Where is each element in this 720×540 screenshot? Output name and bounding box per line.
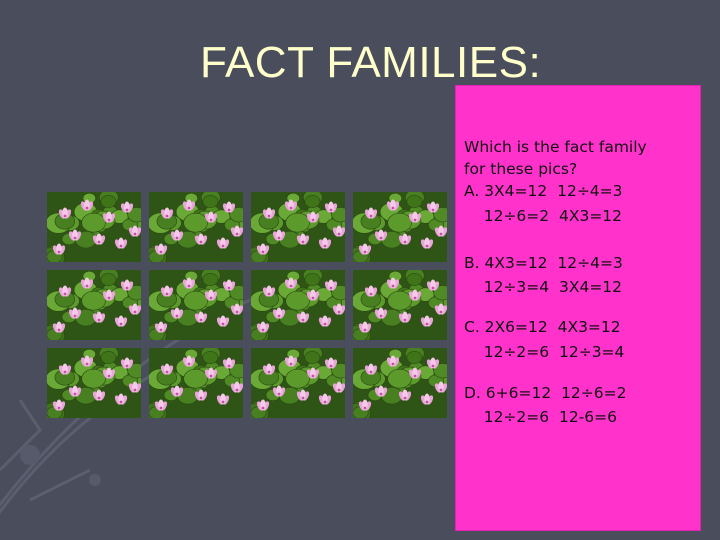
option-c-line-1: C. 2X6=12 4X3=12 — [464, 318, 621, 336]
option-d-line-1: D. 6+6=12 12÷6=2 — [464, 384, 627, 402]
option-c-line-2: 12÷2=6 12÷3=4 — [464, 343, 625, 361]
water-lily-picture — [149, 348, 243, 418]
option-a-line-1: A. 3X4=12 12÷4=3 — [464, 182, 623, 200]
water-lily-picture — [251, 192, 345, 262]
water-lily-picture — [353, 348, 447, 418]
water-lily-picture — [353, 270, 447, 340]
water-lily-picture — [47, 192, 141, 262]
question-line-1: Which is the fact family — [464, 138, 647, 156]
question-box: Which is the fact family for these pics?… — [455, 85, 701, 531]
question-line-2: for these pics? — [464, 160, 578, 178]
option-b-line-1: B. 4X3=12 12÷4=3 — [464, 254, 623, 272]
water-lily-picture — [149, 192, 243, 262]
option-d-line-2: 12÷2=6 12-6=6 — [464, 408, 618, 426]
water-lily-picture — [251, 270, 345, 340]
water-lily-picture — [353, 192, 447, 262]
water-lily-picture — [47, 270, 141, 340]
slide-title: FACT FAMILIES: — [200, 38, 542, 87]
option-b-line-2: 12÷3=4 3X4=12 — [464, 278, 623, 296]
water-lily-picture — [251, 348, 345, 418]
water-lily-picture — [47, 348, 141, 418]
option-a-line-2: 12÷6=2 4X3=12 — [464, 207, 623, 225]
water-lily-picture — [149, 270, 243, 340]
